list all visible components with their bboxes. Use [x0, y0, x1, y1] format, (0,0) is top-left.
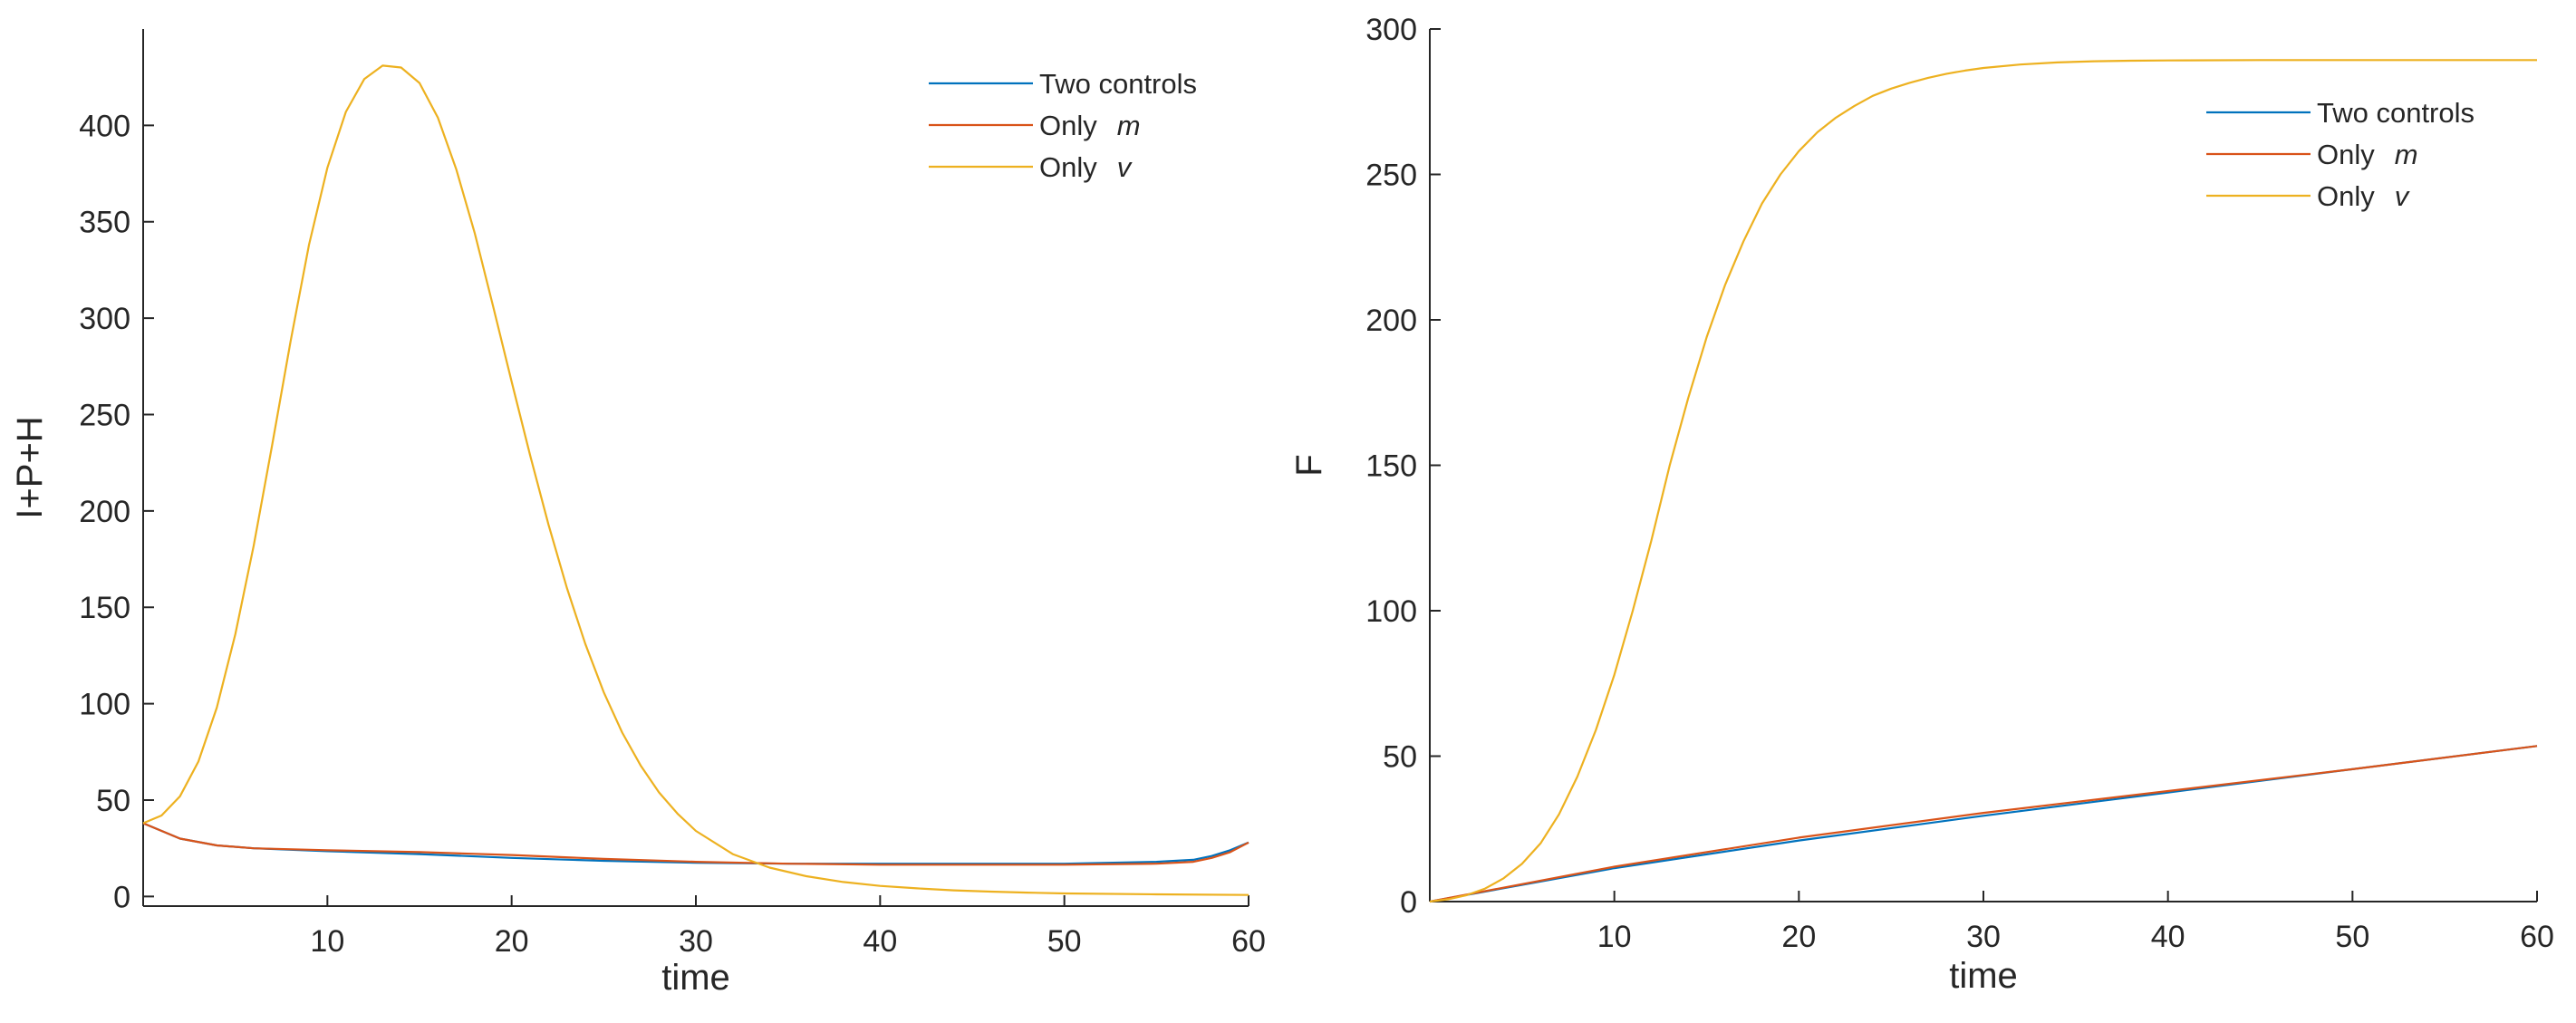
left-chart: 10 20 30 40 50 60 0 50 100 150 200 250 300 350 400 time… [10, 29, 1266, 998]
y-tick-label: 100 [1365, 594, 1417, 629]
y-tick-label: 50 [96, 784, 130, 818]
legend-entry: Two controls [2317, 97, 2475, 129]
legend-entry-variable: m [1117, 110, 1141, 141]
y-tick-label: 250 [1365, 159, 1417, 193]
y-tick-label: 0 [113, 880, 130, 914]
legend-entry-text: Only [1039, 110, 1097, 141]
x-tick-label: 30 [679, 924, 713, 959]
legend-entry: Only v [1039, 151, 1133, 183]
legend-entry-text: Only [1039, 151, 1097, 183]
x-axis-label: time [661, 958, 730, 998]
legend-entry: Only v [2317, 180, 2410, 212]
legend-entry-variable: v [2395, 180, 2410, 212]
legend-entry-variable: v [1117, 151, 1133, 183]
y-tick-label: 350 [79, 206, 130, 240]
x-tick-label: 10 [1597, 920, 1632, 954]
x-tick-label: 40 [2151, 920, 2185, 954]
legend-entry-text: Two controls [2317, 97, 2475, 129]
x-tick-label: 50 [2335, 920, 2369, 954]
y-tick-label: 150 [79, 591, 130, 625]
legend-entry: Only m [1039, 110, 1141, 141]
x-tick-label: 20 [495, 924, 529, 959]
x-tick-label: 20 [1781, 920, 1816, 954]
y-axis-label: F [1289, 454, 1329, 476]
right-chart: 10 20 30 40 50 60 0 50 100 150 200 250 300 time F Two c… [1289, 13, 2554, 996]
x-tick-label: 10 [310, 924, 344, 959]
x-tick-label: 60 [1231, 924, 1266, 959]
y-tick-label: 150 [1365, 449, 1417, 484]
y-tick-label: 300 [1365, 13, 1417, 47]
y-tick-label: 0 [1400, 885, 1417, 920]
legend-entry-text: Only [2317, 180, 2375, 212]
x-tick-label: 60 [2520, 920, 2554, 954]
y-tick-label: 100 [79, 688, 130, 722]
y-tick-label: 250 [79, 398, 130, 432]
legend-entry-text: Two controls [1039, 68, 1197, 100]
series-line-only-v [1429, 59, 2537, 903]
y-tick-label: 50 [1383, 740, 1417, 775]
x-axis-label: time [1949, 956, 2018, 996]
y-tick-label: 400 [79, 109, 130, 143]
legend-entry: Only m [2317, 139, 2418, 170]
legend-entry: Two controls [1039, 68, 1197, 100]
y-tick-label: 200 [79, 495, 130, 529]
legend-entry-text: Only [2317, 139, 2375, 170]
series-line-only-m [142, 822, 1249, 866]
x-tick-label: 30 [1966, 920, 2001, 954]
y-tick-label: 300 [79, 302, 130, 336]
y-tick-label: 200 [1365, 304, 1417, 338]
x-tick-label: 40 [863, 924, 897, 959]
series-line-only-v [142, 64, 1249, 896]
y-axis-label: I+P+H [10, 416, 50, 518]
series-line-only-m [1429, 745, 2538, 903]
x-tick-label: 50 [1047, 924, 1082, 959]
legend-entry-variable: m [2395, 139, 2418, 170]
